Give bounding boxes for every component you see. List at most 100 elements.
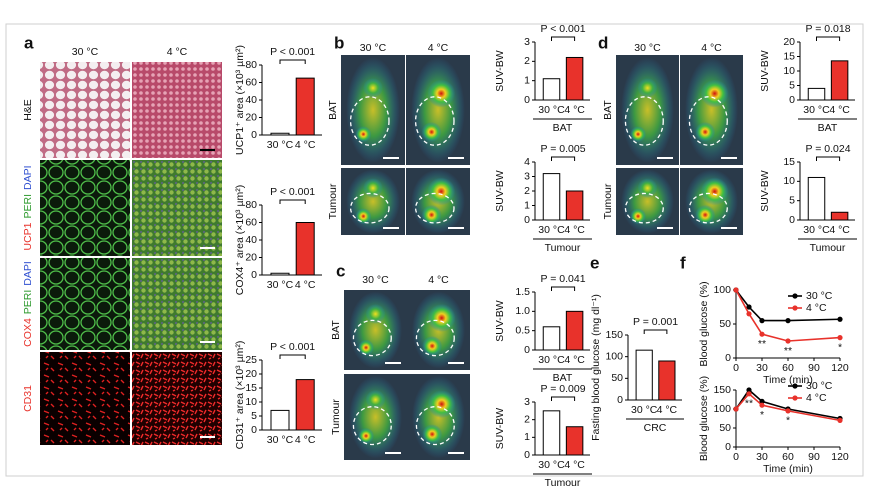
bar [830,211,849,221]
significance-bracket [551,156,576,161]
x-tick-label: 4 °C [295,139,316,151]
significance-bracket [816,36,841,41]
y-tick-label: 10 [783,65,795,77]
roi-outline [349,96,390,146]
x-tick-label: 4 °C [829,104,850,116]
row-label: Tumour [330,399,342,435]
x-tick-label: 30 °C [631,404,658,416]
legend-label: 4 °C [806,392,827,404]
y-tick-label: 80 [245,199,257,211]
x-tick-label: 60 [782,451,794,463]
y-tick-label: 2 [524,413,530,425]
significance-mark: ** [784,345,792,357]
p-value: P < 0.001 [270,341,315,353]
pet-hotspot [427,390,456,419]
panel-label: e [590,253,599,272]
y-tick-label: 60 [245,76,257,88]
y-tick-label: 100 [713,284,731,296]
p-value: P = 0.009 [541,383,586,395]
pet-hotspot [365,389,386,410]
pet-body [621,57,674,163]
column-label: 4 °C [701,42,722,54]
panel-label: b [334,33,344,52]
y-tick-label: 0 [524,449,530,461]
legend-marker [792,383,798,389]
column-label: 4 °C [428,274,449,286]
y-tick-label: 0 [789,94,795,106]
row-label-word: DAPI [22,261,34,286]
y-tick-label: 3 [524,396,530,408]
x-tick-label: 30 °C [538,459,565,471]
bar [542,410,561,456]
pet-body [346,57,400,163]
bar [270,132,290,136]
p-value: P = 0.041 [541,273,586,285]
y-tick-label: 10 [783,175,795,187]
y-tick-label: 15 [783,50,795,62]
row-label-word: UCP1 [22,222,34,250]
row-label-word: DAPI [22,165,34,190]
data-point [759,398,765,404]
x-tick-label: 0 [733,362,739,374]
roi-outline [414,192,455,224]
row-label: H&E [22,99,34,121]
y-tick-label: 0 [524,344,530,356]
row-label: BAT [602,100,614,120]
legend-label: 4 °C [806,302,827,314]
group-label: BAT [553,372,573,384]
y-tick-label: 2 [524,185,530,197]
row-label: COX4 PERI DAPI [22,261,34,347]
micrograph [40,160,130,256]
pet-body [685,57,738,163]
pet-body [349,375,402,459]
pet-hotspot [695,204,716,225]
y-tick-label: 20 [245,111,257,123]
data-point [759,318,765,324]
y-tick-label: 80 [245,59,257,71]
x-axis-label: Time (min) [763,463,813,475]
pet-hotspot [637,178,658,199]
row-label-word: Tumour [330,399,342,435]
micrograph [132,352,222,445]
x-tick-label: 30 °C [538,354,565,366]
significance-bracket [279,354,306,359]
y-tick-label: 1 [524,431,530,443]
y-tick-label: 0 [725,441,731,453]
pet-body [411,57,465,163]
y-axis-label: Fasting blood glucose (mg dl⁻¹) [590,294,602,441]
pet-hotspot [358,339,375,356]
row-label: Tumour [602,183,614,219]
group-label: Tumour [545,242,581,254]
panel-label: f [680,253,686,272]
y-axis-label: SUV-BW [759,50,771,92]
roi-outline [688,96,728,146]
y-tick-label: 0 [251,424,257,436]
y-tick-label: 50 [719,318,731,330]
x-tick-label: 4 °C [829,224,850,236]
data-point [785,318,791,324]
bar [542,78,561,101]
x-tick-label: 4 °C [657,404,678,416]
roi-outline [688,192,728,224]
data-point [746,391,752,397]
group-label: BAT [818,122,838,134]
y-tick-label: 40 [245,94,257,106]
column-label: 30 °C [362,274,389,286]
x-tick-label: 4 °C [564,459,585,471]
y-tick-label: 100 [713,403,731,415]
bar [270,272,290,276]
micrograph [132,258,222,350]
y-axis-label: COX4⁺ area (×10³ µm²) [234,185,246,296]
x-tick-label: 30 °C [267,434,294,446]
y-tick-label: 2 [524,55,530,67]
y-tick-label: 4 [524,156,530,168]
legend-marker [792,305,798,311]
row-label-word: BAT [602,100,614,120]
column-label: 30 °C [360,42,387,54]
y-axis-label: SUV-BW [759,170,771,212]
roi-outline [624,192,664,224]
x-tick-label: 30 °C [803,104,830,116]
pet-body [349,291,402,369]
panel-label: a [24,33,34,52]
legend-label: 30 °C [806,290,833,302]
